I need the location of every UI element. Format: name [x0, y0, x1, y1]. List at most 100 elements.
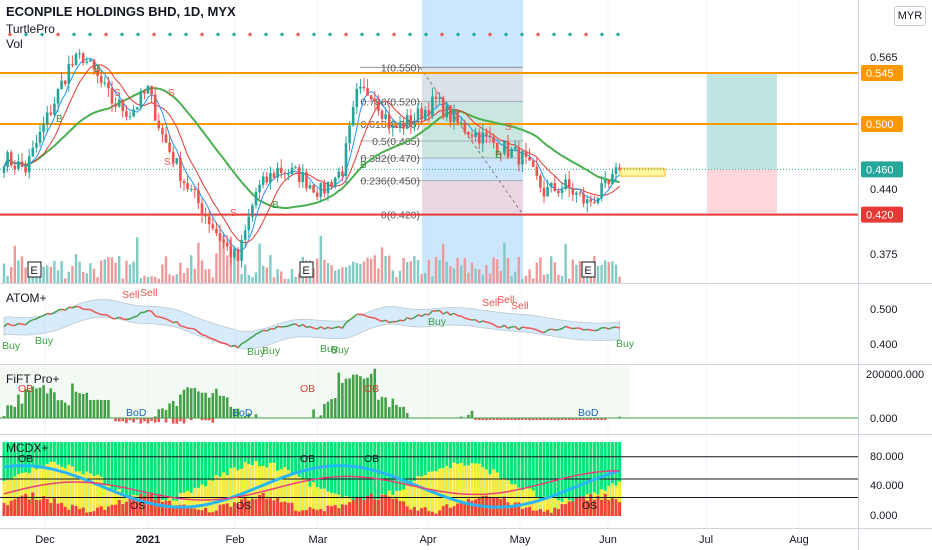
candle-body — [441, 97, 445, 118]
atom-line-segment — [248, 336, 253, 340]
volume-bar — [424, 273, 427, 283]
atom-line-segment — [47, 312, 51, 315]
candle-body — [211, 224, 215, 229]
mcdx-red-bar — [265, 498, 269, 516]
volume-bar — [35, 275, 38, 283]
mcdx-red-bar — [290, 502, 294, 516]
mcdx-yellow-bar — [178, 493, 182, 516]
price-badge-0.545 — [861, 65, 903, 81]
signal-dot — [183, 32, 189, 37]
atom-line-segment — [32, 318, 37, 321]
mcdx-red-bar — [286, 502, 290, 516]
mcdx-tick-label: 0.000 — [870, 510, 898, 522]
atom-line-segment — [39, 314, 44, 318]
volume-bar — [200, 260, 204, 283]
mcdx-red-bar — [445, 504, 449, 516]
mcdx-yellow-bar — [322, 488, 326, 516]
fift-bar-neg — [521, 418, 524, 420]
fift-bar — [99, 400, 103, 418]
atom-line-segment — [331, 326, 336, 330]
candle-body — [287, 174, 290, 176]
fift-bar — [395, 404, 398, 418]
atom-line-segment — [540, 330, 545, 334]
indicator-label-vol[interactable]: Vol — [6, 37, 23, 51]
volume-bar — [460, 265, 463, 283]
atom-signal-buy: Buy — [2, 340, 21, 352]
volume-bar — [175, 274, 178, 283]
volume-bar — [377, 268, 380, 283]
candle-body — [294, 167, 297, 169]
atom-line-segment — [565, 325, 570, 329]
mcdx-yellow-bar — [513, 484, 517, 516]
mcdx-yellow-bar — [520, 490, 524, 516]
candle-body — [139, 91, 143, 108]
candle-body — [405, 115, 409, 129]
mcdx-red-bar — [312, 508, 316, 516]
candle-body — [189, 189, 193, 191]
mcdx-red-bar — [222, 504, 226, 516]
mcdx-red-bar — [52, 498, 56, 516]
atom-line-segment — [3, 322, 9, 328]
mcdx-yellow-bar — [276, 470, 280, 516]
price-badge-0.460 — [861, 161, 903, 178]
indicator-label-turtlepro[interactable]: TurtlePro — [6, 22, 55, 36]
atom-line-segment — [396, 319, 401, 323]
atom-line-segment — [460, 315, 466, 319]
fift-bar — [243, 416, 247, 418]
volume-bar — [427, 259, 430, 283]
mcdx-red-bar — [67, 509, 71, 516]
volume-bar — [355, 263, 358, 283]
mcdx-yellow-bar — [290, 474, 294, 516]
mcdx-yellow-bar — [312, 482, 316, 516]
fift-bar — [168, 403, 171, 418]
mcdx-red-bar — [384, 494, 388, 516]
mcdx-red-bar — [261, 492, 265, 516]
mcdx-yellow-bar — [420, 476, 424, 516]
volume-bar — [168, 274, 171, 283]
volume-bar — [517, 256, 520, 283]
signal-label-b: B — [495, 150, 502, 161]
volume-bar — [402, 257, 405, 283]
fift-bar — [164, 409, 168, 418]
atom-line-segment — [173, 320, 177, 324]
mcdx-red-bar — [2, 503, 6, 516]
fift-bar — [193, 388, 197, 418]
fift-bar-neg — [589, 418, 593, 420]
volume-bar — [154, 276, 157, 283]
atom-line-segment — [547, 328, 552, 332]
candle-body — [474, 132, 477, 137]
atom-line-segment — [468, 318, 473, 321]
mcdx-red-bar — [200, 510, 204, 516]
atom-line-segment — [572, 327, 577, 330]
volume-bar — [146, 277, 150, 283]
volume-bar — [373, 255, 376, 283]
candle-body — [89, 59, 92, 62]
fift-bar-neg — [114, 418, 117, 422]
candle-body — [603, 180, 607, 184]
candle-body — [175, 158, 179, 164]
volume-bar — [564, 243, 567, 283]
signal-dot — [119, 32, 125, 37]
x-tick-label: Jul — [699, 534, 713, 546]
volume-bar — [323, 259, 326, 283]
currency-badge[interactable]: MYR — [894, 6, 926, 26]
candle-body — [128, 116, 132, 118]
mcdx-red-bar — [272, 500, 276, 516]
mcdx-red-bar — [351, 499, 355, 516]
atom-line-segment — [500, 324, 505, 328]
mcdx-red-bar — [27, 499, 31, 516]
candle-body — [611, 173, 614, 184]
fift-bar — [467, 414, 470, 418]
fift-panel-title: FiFT Pro+ — [6, 372, 59, 386]
candle-body — [150, 85, 153, 95]
signal-dot — [135, 32, 141, 37]
mcdx-red-bar — [99, 506, 103, 516]
atom-line-segment — [212, 338, 217, 342]
mcdx-red-bar — [524, 507, 528, 516]
fift-bar — [215, 388, 218, 418]
atom-line-segment — [183, 325, 188, 329]
signal-dot — [199, 32, 205, 37]
fift-bar-neg — [481, 418, 485, 420]
candle-body — [279, 167, 283, 173]
